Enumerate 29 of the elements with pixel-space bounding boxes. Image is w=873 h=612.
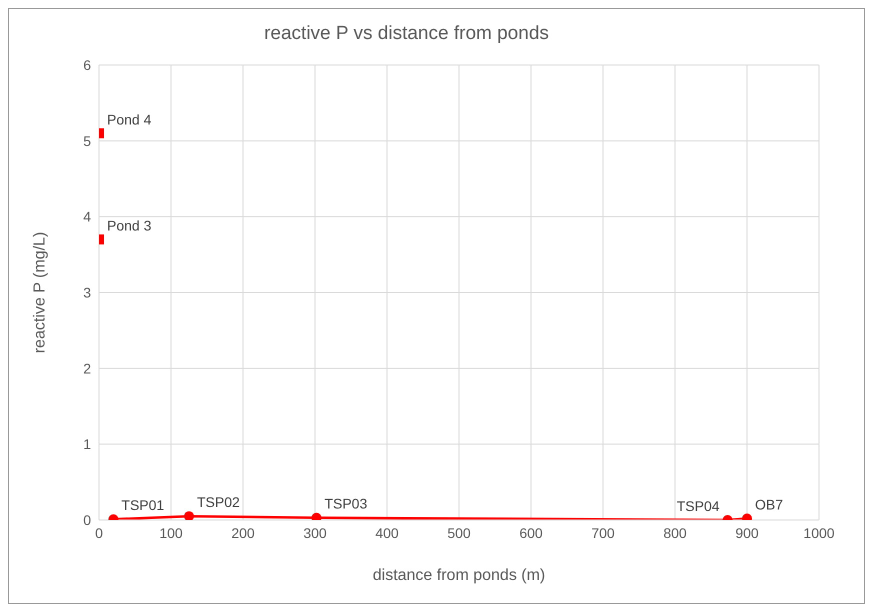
y-tick-label: 5 (83, 132, 92, 149)
y-tick-label: 3 (83, 284, 92, 300)
x-tick-label: 200 (231, 524, 255, 541)
x-tick-label: 1000 (803, 524, 835, 541)
x-tick-label: 300 (303, 524, 327, 541)
y-axis-title: reactive P (mg/L) (32, 232, 49, 354)
point (184, 511, 194, 520)
annotation: OB7 (755, 496, 784, 512)
x-tick-label: 100 (159, 524, 183, 541)
x-tick-label: 600 (519, 524, 543, 541)
y-tick-label: 4 (83, 208, 92, 225)
x-tick-label: 0 (95, 524, 104, 541)
annotation: TSP04 (676, 498, 720, 514)
annotation: Pond 3 (107, 217, 152, 234)
x-tick-label: 700 (591, 524, 615, 541)
x-tick-label: 400 (375, 524, 399, 541)
y-tick-label: 2 (83, 360, 92, 376)
x-tick-label: 800 (663, 524, 687, 541)
annotation: TSP01 (121, 497, 164, 514)
x-tick-label: 900 (735, 524, 759, 541)
annotation: TSP03 (324, 496, 368, 512)
y-tick-label: 0 (83, 512, 92, 528)
chart-title: reactive P vs distance from ponds (263, 23, 550, 45)
x-tick-label: 500 (447, 524, 471, 541)
y-tick-label: 6 (83, 56, 92, 73)
y-tick-label: 1 (83, 436, 92, 452)
annotation: TSP02 (197, 494, 240, 510)
annotation: Pond 4 (107, 111, 152, 128)
x-axis-title: distance from ponds (m) (372, 567, 546, 584)
